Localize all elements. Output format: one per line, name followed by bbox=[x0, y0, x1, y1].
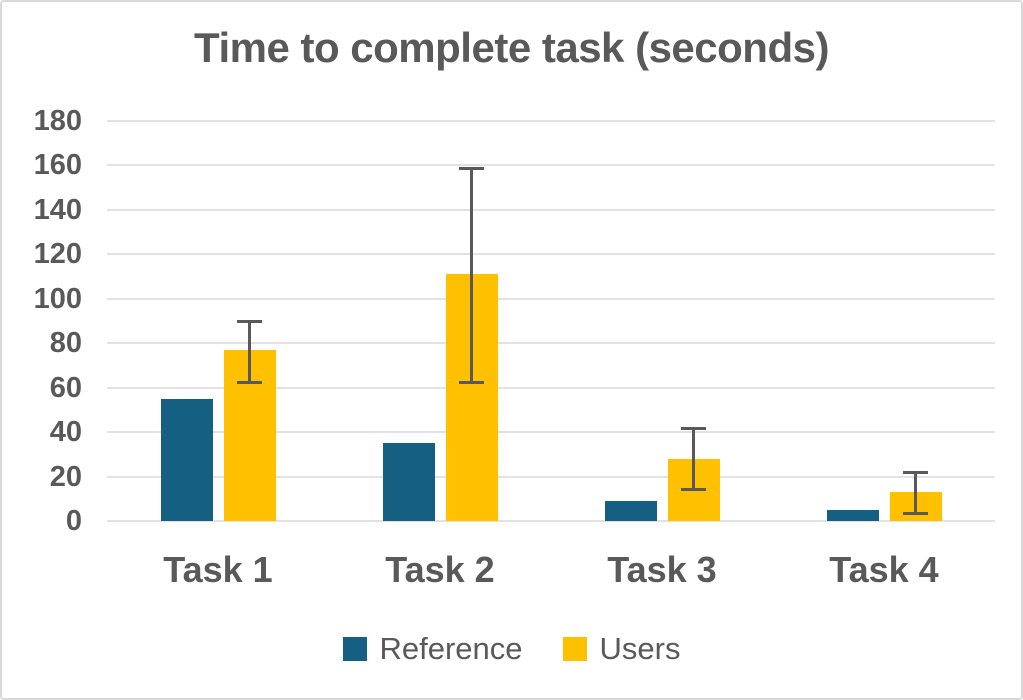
bar-reference-task-2 bbox=[382, 443, 435, 521]
legend-label-users: Users bbox=[599, 631, 681, 666]
legend: Reference Users bbox=[2, 631, 1021, 667]
y-tick-label-120: 120 bbox=[33, 238, 82, 271]
error-bar-cap-top-users-task-3 bbox=[681, 426, 706, 430]
gridline-120 bbox=[107, 253, 995, 256]
bar-reference-task-1 bbox=[160, 398, 213, 521]
legend-swatch-users bbox=[562, 637, 587, 661]
y-tick-label-60: 60 bbox=[49, 371, 82, 404]
y-tick-label-80: 80 bbox=[49, 327, 82, 360]
gridline-80 bbox=[107, 342, 995, 345]
legend-label-reference: Reference bbox=[379, 631, 523, 666]
chart-title: Time to complete task (seconds) bbox=[194, 24, 829, 71]
x-axis-label-task-2: Task 2 bbox=[385, 549, 495, 590]
y-tick-label-160: 160 bbox=[33, 149, 82, 182]
y-tick-label-20: 20 bbox=[49, 460, 82, 493]
legend-item-reference: Reference bbox=[342, 631, 523, 667]
gridline-0 bbox=[107, 520, 995, 522]
error-bar-cap-bottom-users-task-3 bbox=[681, 487, 706, 491]
gridline-60 bbox=[107, 386, 995, 389]
gridline-40 bbox=[107, 431, 995, 434]
gridline-20 bbox=[107, 475, 995, 478]
bar-reference-task-4 bbox=[826, 509, 879, 521]
gridline-160 bbox=[107, 164, 995, 167]
error-bar-cap-bottom-users-task-4 bbox=[903, 512, 928, 516]
x-axis-label-task-3: Task 3 bbox=[607, 549, 717, 590]
bar-reference-task-3 bbox=[604, 501, 657, 521]
y-tick-label-40: 40 bbox=[49, 416, 82, 449]
x-axis-label-task-1: Task 1 bbox=[163, 549, 273, 590]
plot-area: 0 20 40 60 80 100 120 140 160 180 Task 1 Task 2 Task… bbox=[34, 106, 995, 590]
legend-item-users: Users bbox=[562, 631, 681, 667]
y-tick-label-100: 100 bbox=[33, 282, 82, 315]
error-bar-cap-top-users-task-2 bbox=[459, 166, 484, 170]
gridline-180 bbox=[107, 120, 995, 122]
gridline-140 bbox=[107, 208, 995, 211]
error-bar-cap-bottom-users-task-2 bbox=[459, 381, 484, 385]
gridline-100 bbox=[107, 297, 995, 300]
y-tick-label-0: 0 bbox=[65, 505, 82, 537]
error-bar-cap-top-users-task-4 bbox=[903, 471, 928, 475]
x-axis-label-task-4: Task 4 bbox=[829, 549, 939, 590]
error-bar-cap-top-users-task-1 bbox=[237, 320, 262, 323]
y-tick-label-140: 140 bbox=[33, 193, 82, 226]
error-bar-users-task-3 bbox=[692, 427, 695, 490]
error-bar-users-task-4 bbox=[914, 472, 917, 515]
error-bar-users-task-2 bbox=[470, 167, 473, 384]
error-bar-users-task-1 bbox=[248, 321, 251, 384]
y-tick-label-180: 180 bbox=[33, 105, 82, 137]
error-bar-cap-bottom-users-task-1 bbox=[237, 381, 262, 385]
legend-swatch-reference bbox=[342, 637, 367, 661]
